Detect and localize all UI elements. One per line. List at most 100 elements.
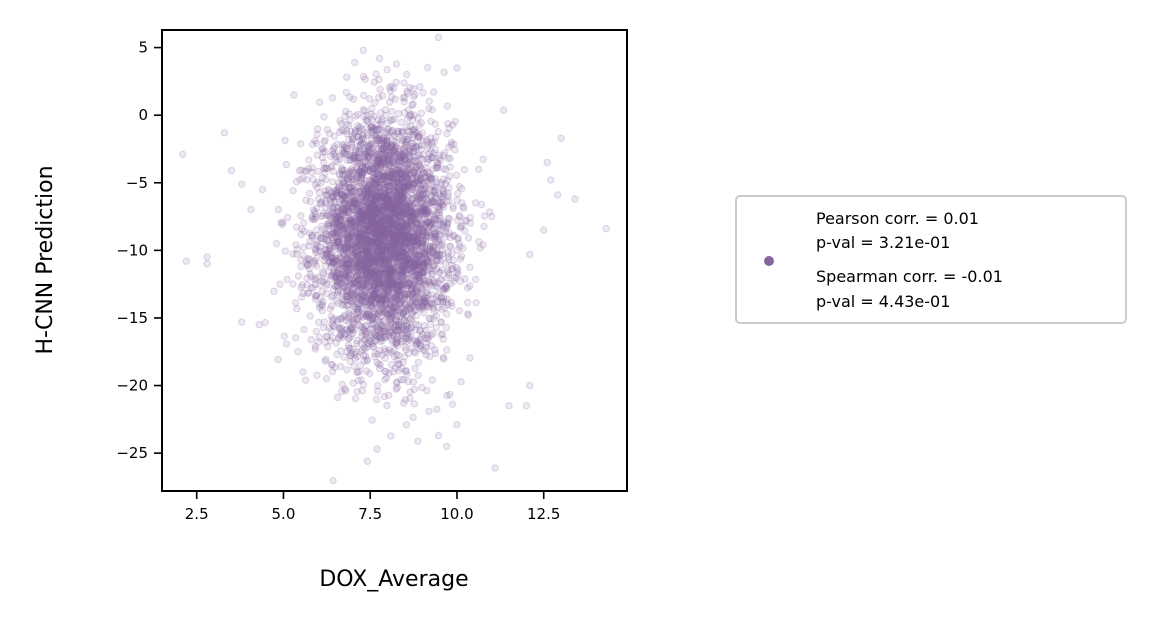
scatter-point (426, 314, 435, 323)
scatter-point (352, 247, 360, 256)
scatter-point (392, 60, 401, 68)
scatter-point (341, 256, 349, 264)
scatter-point (403, 284, 412, 293)
scatter-point (491, 464, 499, 472)
scatter-point (377, 150, 386, 158)
scatter-point (391, 364, 399, 372)
scatter-point (354, 234, 362, 242)
scatter-point (353, 305, 361, 313)
scatter-point (417, 342, 425, 350)
scatter-point (413, 259, 421, 267)
scatter-point (343, 73, 351, 81)
y-tick-label: −20 (116, 377, 148, 395)
scatter-point (400, 98, 408, 106)
scatter-point (365, 224, 373, 232)
scatter-point (390, 183, 398, 191)
scatter-point (425, 247, 434, 255)
scatter-point (399, 191, 408, 200)
scatter-point (297, 166, 306, 174)
scatter-point (405, 201, 413, 209)
scatter-point (341, 229, 349, 238)
scatter-point (382, 299, 391, 307)
scatter-point (543, 158, 551, 167)
scatter-point (364, 310, 372, 318)
scatter-point (447, 138, 456, 147)
scatter-point (466, 263, 474, 271)
scatter-point (402, 141, 410, 150)
scatter-point (347, 349, 356, 357)
scatter-point (332, 254, 340, 262)
scatter-point (333, 393, 342, 402)
scatter-point (367, 192, 375, 200)
scatter-point (441, 259, 450, 267)
y-tick-label: −15 (116, 309, 148, 327)
scatter-point (292, 177, 301, 186)
scatter-point (386, 272, 394, 280)
scatter-point (319, 209, 328, 217)
scatter-point (306, 197, 315, 206)
scatter-point (376, 134, 384, 143)
scatter-point (425, 104, 433, 113)
scatter-point (479, 155, 487, 163)
scatter-point (423, 300, 431, 309)
scatter-point (369, 173, 378, 181)
scatter-point (363, 210, 371, 219)
scatter-point (451, 146, 459, 154)
scatter-point (292, 250, 301, 258)
scatter-point (405, 280, 413, 288)
scatter-point (409, 116, 417, 125)
scatter-point (416, 162, 424, 170)
scatter-point (430, 215, 439, 223)
scatter-point (335, 128, 344, 136)
scatter-point (356, 187, 364, 195)
scatter-point (466, 219, 475, 227)
scatter-point (326, 257, 334, 266)
scatter-point (298, 281, 306, 289)
scatter-point (431, 175, 440, 183)
scatter-point (349, 135, 357, 143)
legend-marker (764, 256, 774, 266)
scatter-point (398, 364, 406, 373)
scatter-point (373, 287, 381, 295)
scatter-point (409, 207, 417, 215)
scatter-point (363, 211, 371, 220)
scatter-point (419, 204, 427, 213)
scatter-point (387, 230, 395, 238)
scatter-point (331, 219, 340, 227)
scatter-point (382, 161, 390, 169)
scatter-point (354, 148, 362, 156)
scatter-point (342, 107, 350, 116)
scatter-point (339, 250, 348, 259)
scatter-point (427, 192, 436, 201)
scatter-point (373, 245, 381, 253)
scatter-point (358, 174, 366, 182)
scatter-point (362, 117, 370, 125)
scatter-point (351, 58, 359, 67)
scatter-point (360, 255, 368, 263)
scatter-point (440, 152, 448, 160)
scatter-point (328, 333, 337, 342)
scatter-point (480, 222, 488, 231)
scatter-point (353, 183, 361, 191)
scatter-point (445, 196, 453, 205)
scatter-point (274, 205, 283, 214)
scatter-point (359, 381, 368, 389)
scatter-point (416, 83, 424, 91)
scatter-point (313, 371, 321, 379)
scatter-point (341, 277, 349, 285)
scatter-point (409, 92, 418, 101)
scatter-point (387, 432, 395, 440)
scatter-point (420, 280, 429, 289)
scatter-point (336, 155, 344, 163)
scatter-point (397, 118, 405, 127)
scatter-point (415, 251, 423, 260)
scatter-point (325, 268, 333, 276)
scatter-point (384, 168, 393, 177)
scatter-point (446, 390, 454, 399)
scatter-point (305, 156, 313, 164)
scatter-point (354, 224, 362, 232)
scatter-point (395, 109, 403, 118)
scatter-point (321, 136, 329, 145)
scatter-point (450, 277, 458, 285)
scatter-point (335, 179, 343, 187)
